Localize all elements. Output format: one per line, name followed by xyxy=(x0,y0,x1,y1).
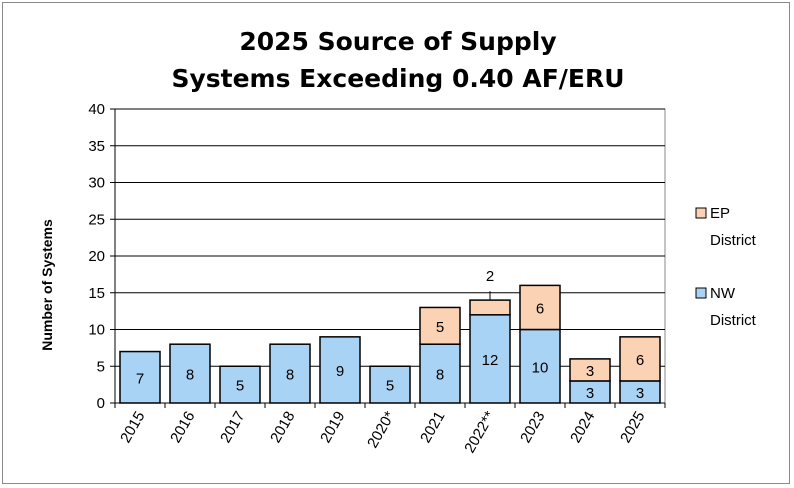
bar-segment-nw xyxy=(369,365,411,404)
y-tick-labels: 0 5 10 15 20 25 30 35 40 xyxy=(88,101,105,412)
data-label: 3 xyxy=(586,363,594,380)
data-label: 5 xyxy=(436,319,444,336)
data-label: 9 xyxy=(336,363,344,380)
y-tick-label: 0 xyxy=(97,395,105,412)
bar-segment-ep xyxy=(619,336,661,382)
bars xyxy=(119,284,661,404)
axes xyxy=(110,108,666,408)
legend-swatch xyxy=(695,207,707,219)
data-label: 5 xyxy=(386,378,394,395)
data-label: 5 xyxy=(236,378,244,395)
bar-segment-ep xyxy=(569,358,611,382)
x-tick-label: 2021 xyxy=(417,409,448,446)
x-tick-label: 2018 xyxy=(267,409,298,446)
legend-label: EP xyxy=(710,205,730,222)
bar-segment-nw xyxy=(419,343,461,404)
legend-label: District xyxy=(710,312,757,329)
legend: EP District NW District xyxy=(695,205,757,329)
data-label: 8 xyxy=(436,367,444,384)
x-tick-label: 2022** xyxy=(461,408,498,456)
bar-segment-ep xyxy=(469,299,511,316)
x-tick-label: 2023 xyxy=(517,409,548,446)
x-tick-label: 2020* xyxy=(364,408,398,451)
chart-title-line-1: 2025 Source of Supply xyxy=(239,27,556,56)
y-tick-label: 35 xyxy=(88,138,105,155)
x-tick-label: 2024 xyxy=(567,409,598,446)
legend-label: District xyxy=(710,232,757,249)
bar-segment-nw xyxy=(269,343,311,404)
bar-segment-nw xyxy=(119,350,161,404)
bar-segment-ep xyxy=(419,306,461,345)
data-label: 12 xyxy=(482,352,499,369)
legend-label: NW xyxy=(710,285,736,302)
data-label: 3 xyxy=(636,385,644,402)
y-tick-label: 25 xyxy=(88,211,105,228)
chart-title-line-2: Systems Exceeding 0.40 AF/ERU xyxy=(171,64,624,93)
y-tick-label: 20 xyxy=(88,248,105,265)
y-tick-label: 15 xyxy=(88,285,105,302)
data-label: 8 xyxy=(186,367,194,384)
y-tick-label: 5 xyxy=(97,358,105,375)
x-tick-label: 2016 xyxy=(167,409,198,446)
y-tick-label: 10 xyxy=(88,322,105,339)
y-tick-label: 40 xyxy=(88,101,105,118)
x-tick-label: 2015 xyxy=(117,409,148,446)
data-labels: 7 8 5 8 9 5 8 5 12 2 10 6 3 3 3 6 xyxy=(136,268,644,402)
x-tick-label: 2019 xyxy=(317,409,348,446)
data-label: 6 xyxy=(536,300,544,317)
data-label: 2 xyxy=(486,268,494,285)
y-axis-label: Number of Systems xyxy=(39,219,55,351)
bar-segment-nw xyxy=(169,343,211,404)
data-label: 6 xyxy=(636,352,644,369)
y-tick-label: 30 xyxy=(88,175,105,192)
data-label: 8 xyxy=(286,367,294,384)
data-label: 7 xyxy=(136,370,144,387)
x-tick-label: 2025 xyxy=(617,409,648,446)
bar-segment-ep xyxy=(519,284,561,331)
data-label: 3 xyxy=(586,385,594,402)
legend-swatch xyxy=(695,287,707,299)
bar-segment-nw xyxy=(219,365,261,404)
x-tick-label: 2017 xyxy=(217,409,248,446)
data-label: 10 xyxy=(532,359,549,376)
bar-segment-nw xyxy=(319,336,361,404)
x-tick-labels: 2015 2016 2017 2018 2019 2020* 2021 2022** 2023 2… xyxy=(117,408,648,456)
